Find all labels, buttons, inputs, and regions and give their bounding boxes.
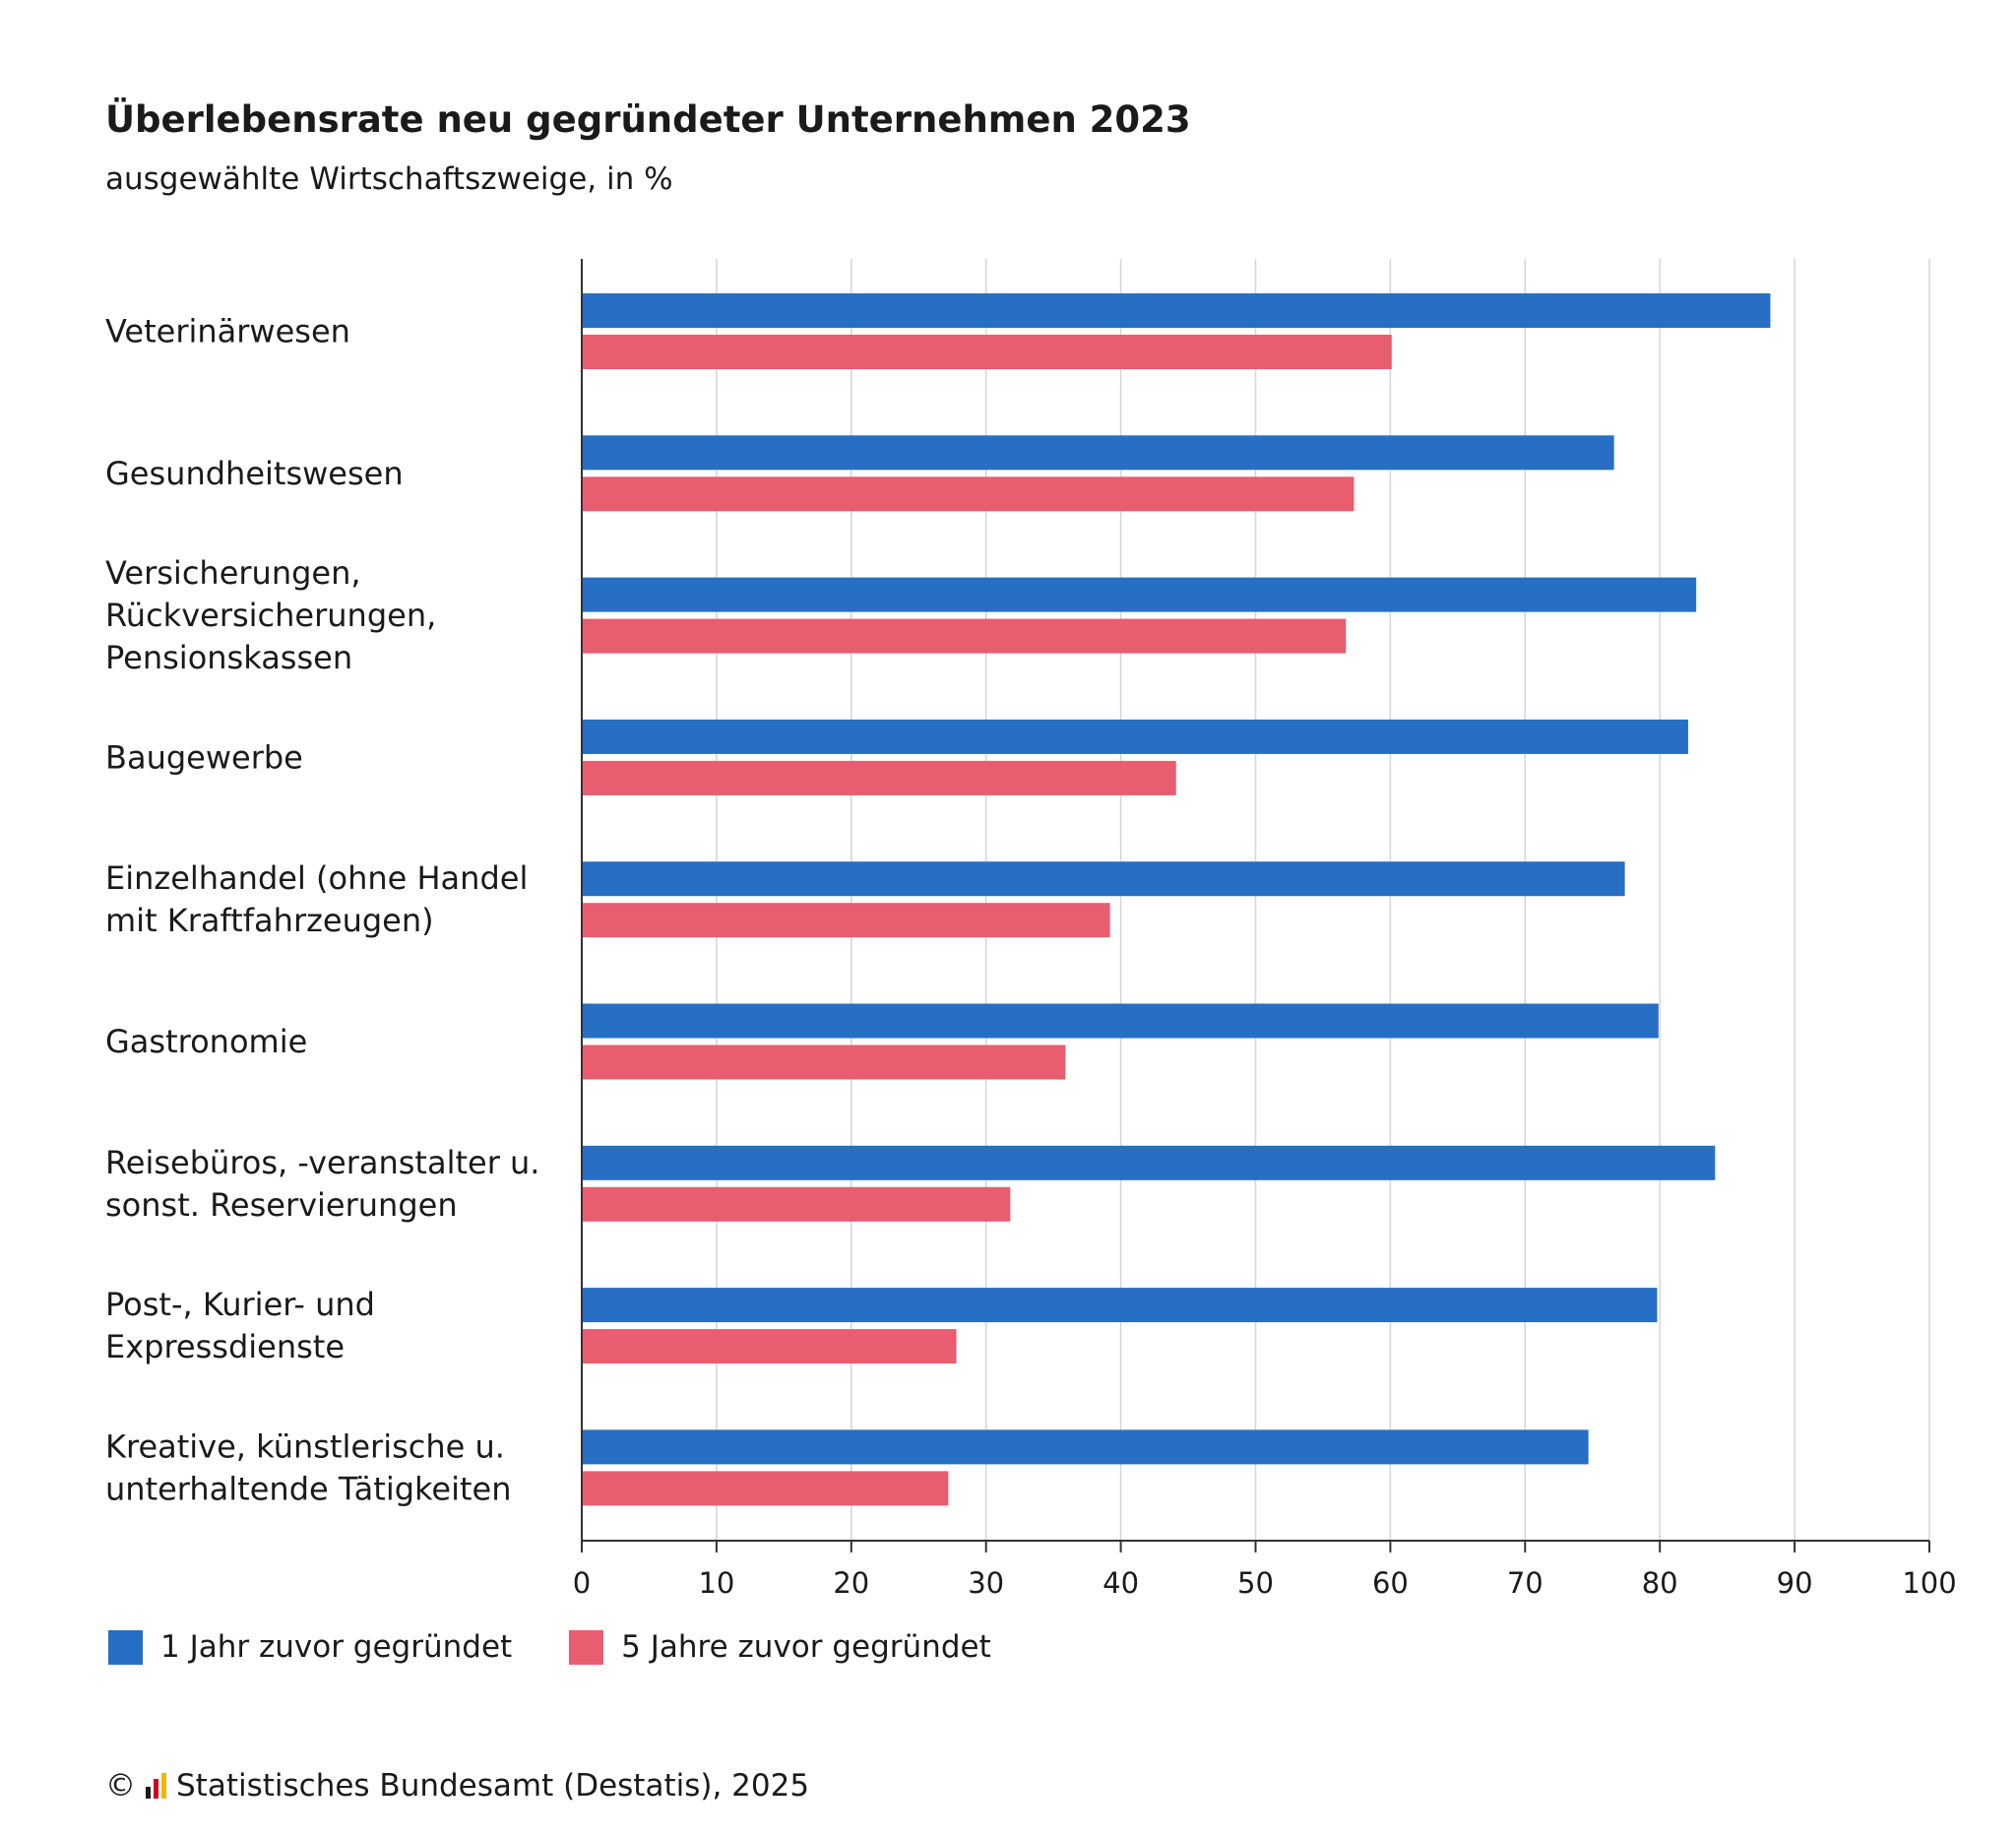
legend: 1 Jahr zuvor gegründet 5 Jahre zuvor geg… bbox=[108, 1629, 991, 1665]
bar-5-jahre bbox=[582, 1329, 957, 1364]
bar-1-jahr bbox=[582, 1003, 1659, 1039]
x-axis: 0 10 20 30 40 50 60 70 80 90 100 bbox=[573, 259, 1957, 1595]
source-text: Statistisches Bundesamt (Destatis), 2025 bbox=[176, 1768, 810, 1804]
category-label: Veterinärwesen bbox=[105, 313, 350, 350]
x-tick-label: 70 bbox=[1507, 1566, 1544, 1595]
category-label: Kreative, künstlerische u. unterhaltende … bbox=[105, 1427, 512, 1507]
category-label: Gesundheitswesen bbox=[105, 455, 404, 492]
x-tick-label: 100 bbox=[1902, 1566, 1956, 1595]
legend-swatch-1-jahr bbox=[108, 1629, 143, 1665]
category-labels: Veterinärwesen Gesundheitswesen Versicheru… bbox=[105, 313, 539, 1508]
x-tick-label: 0 bbox=[573, 1566, 591, 1595]
bar-5-jahre bbox=[582, 760, 1176, 795]
legend-swatch-5-jahre bbox=[569, 1629, 604, 1665]
category-label: Einzelhandel (ohne Handel mit Kraftfahrze… bbox=[105, 859, 528, 939]
bar-5-jahre bbox=[582, 618, 1347, 654]
bar-1-jahr bbox=[582, 577, 1697, 612]
chart-title: Überlebensrate neu gegründeter Unternehm… bbox=[105, 98, 1191, 141]
bar-1-jahr bbox=[582, 719, 1688, 754]
bar-1-jahr bbox=[582, 293, 1771, 328]
category-label: Versicherungen, Rückversicherungen, Pensio… bbox=[105, 554, 436, 676]
bar-1-jahr bbox=[582, 1145, 1716, 1180]
destatis-logo-icon bbox=[146, 1773, 166, 1799]
legend-label-5-jahre: 5 Jahre zuvor gegründet bbox=[621, 1629, 991, 1665]
x-tick-label: 30 bbox=[968, 1566, 1004, 1595]
bars bbox=[582, 293, 1771, 1506]
x-tick-label: 90 bbox=[1777, 1566, 1813, 1595]
category-label: Post-, Kurier- und Expressdienste bbox=[105, 1286, 375, 1365]
x-tick-label: 20 bbox=[833, 1566, 869, 1595]
bar-1-jahr bbox=[582, 1429, 1589, 1465]
bar-5-jahre bbox=[582, 1186, 1011, 1222]
x-tick-label: 40 bbox=[1102, 1566, 1139, 1595]
bar-5-jahre bbox=[582, 1471, 949, 1506]
bar-chart: Veterinärwesen Gesundheitswesen Versicheru… bbox=[105, 259, 1957, 1595]
bar-5-jahre bbox=[582, 1045, 1066, 1080]
bar-1-jahr bbox=[582, 1288, 1658, 1323]
bar-5-jahre bbox=[582, 903, 1110, 938]
bar-5-jahre bbox=[582, 476, 1354, 512]
x-tick-label: 80 bbox=[1642, 1566, 1678, 1595]
legend-item-1-jahr: 1 Jahr zuvor gegründet bbox=[108, 1629, 512, 1665]
category-label: Reisebüros, -veranstalter u. sonst. Reser… bbox=[105, 1144, 539, 1224]
legend-item-5-jahre: 5 Jahre zuvor gegründet bbox=[569, 1629, 991, 1665]
category-label: Gastronomie bbox=[105, 1023, 307, 1060]
chart-subtitle: ausgewählte Wirtschaftszweige, in % bbox=[105, 161, 673, 197]
x-tick-label: 10 bbox=[698, 1566, 734, 1595]
category-label: Baugewerbe bbox=[105, 738, 303, 776]
bar-1-jahr bbox=[582, 861, 1625, 897]
grid-lines bbox=[716, 259, 1930, 1541]
copyright-symbol: © bbox=[105, 1768, 136, 1804]
x-tick-label: 50 bbox=[1237, 1566, 1274, 1595]
bar-5-jahre bbox=[582, 335, 1392, 369]
legend-label-1-jahr: 1 Jahr zuvor gegründet bbox=[160, 1629, 513, 1665]
bar-1-jahr bbox=[582, 435, 1614, 471]
source-note: © Statistisches Bundesamt (Destatis), 20… bbox=[105, 1768, 809, 1804]
x-tick-label: 60 bbox=[1372, 1566, 1409, 1595]
